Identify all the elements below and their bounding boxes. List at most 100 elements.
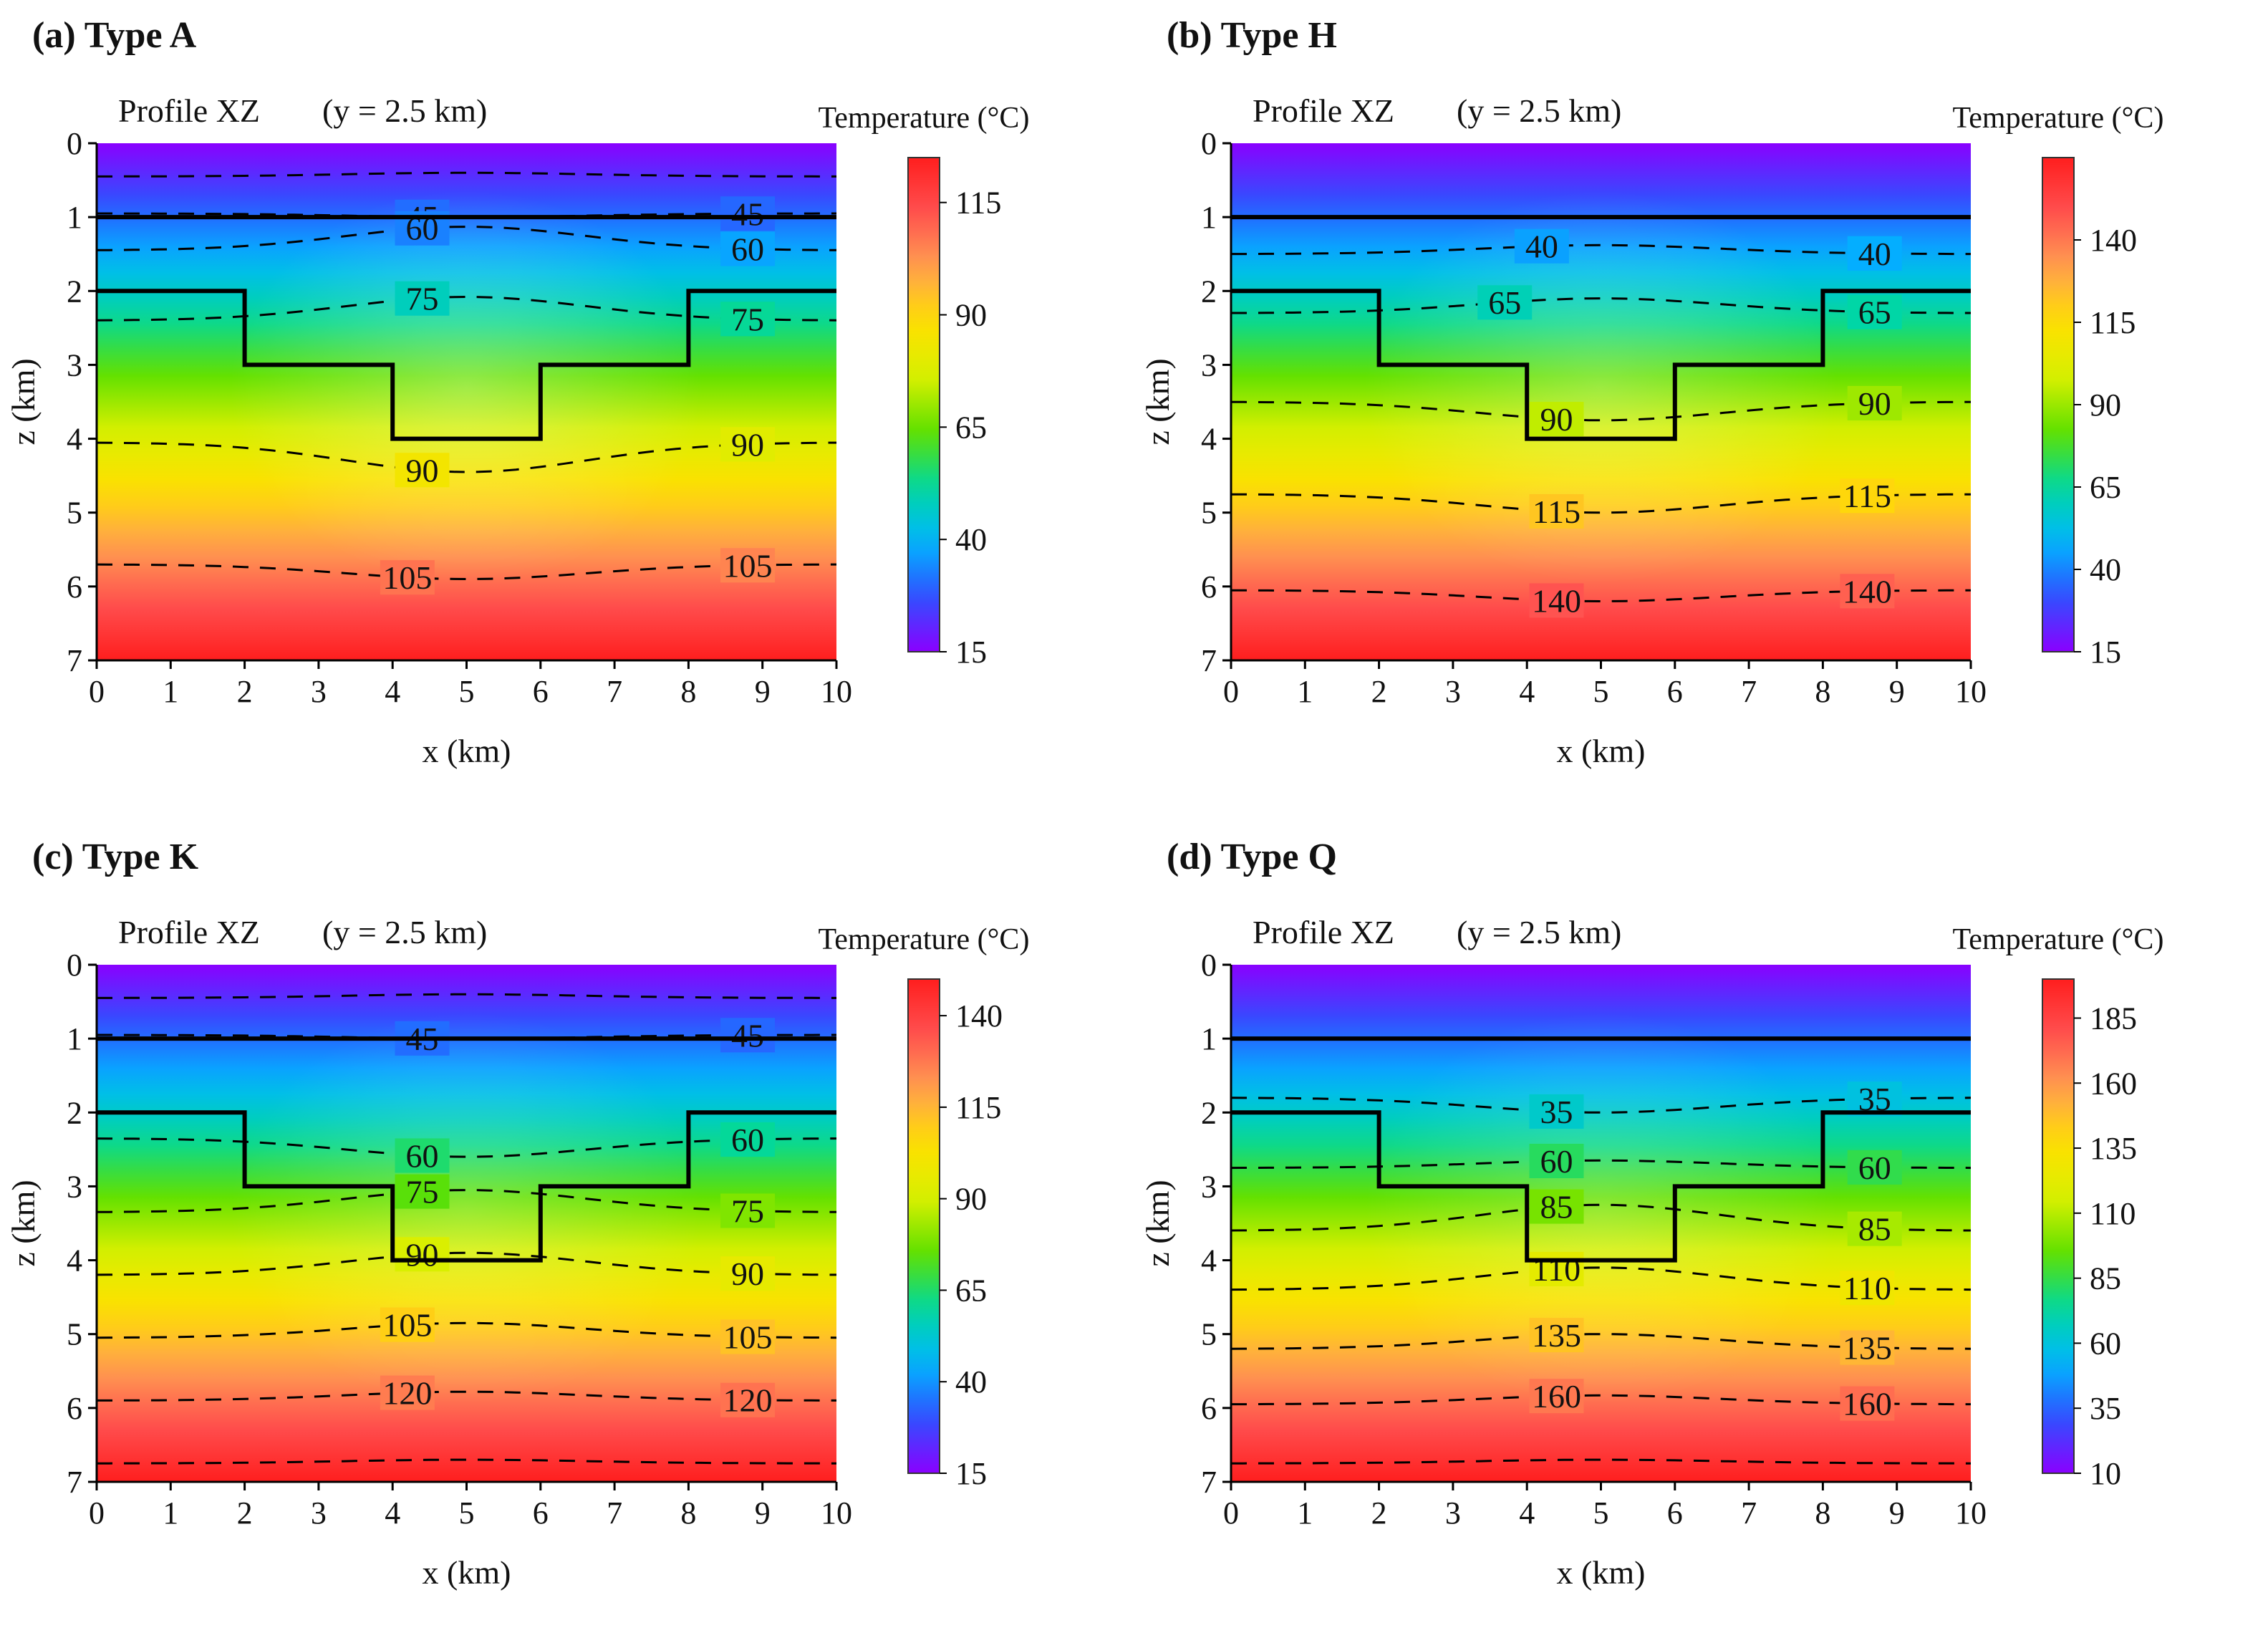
colorbar-tick-label: 140 bbox=[955, 998, 1003, 1034]
x-axis-label: x (km) bbox=[423, 1554, 511, 1591]
x-tick-label: 0 bbox=[89, 1495, 105, 1531]
panel-type-q: (d) Type Q Profile XZ (y = 2.5 km) 35 35 60 60… bbox=[1134, 822, 2268, 1643]
contour-label-160: 160 bbox=[1843, 1386, 1892, 1422]
isotherm-120 bbox=[97, 1390, 836, 1402]
x-tick-label: 7 bbox=[607, 1495, 622, 1531]
thermal-anomaly bbox=[1364, 191, 1838, 584]
isotherm-unlabeled-7 bbox=[97, 1458, 836, 1465]
contour-label-65: 65 bbox=[1858, 294, 1891, 331]
colorbar-tick-label: 185 bbox=[2090, 1001, 2137, 1036]
isotherm-140 bbox=[1231, 589, 1971, 603]
colorbar-tick-label: 40 bbox=[2090, 552, 2121, 587]
contour-label-bg bbox=[720, 1382, 776, 1417]
contour-label-bg bbox=[1840, 1386, 1895, 1421]
colorbar-tick-label: 85 bbox=[2090, 1261, 2121, 1296]
profile-label: Profile XZ bbox=[118, 92, 260, 129]
contour-label-135: 135 bbox=[1532, 1317, 1581, 1354]
x-tick-label: 10 bbox=[1955, 1495, 1987, 1531]
x-axis-label: x (km) bbox=[1557, 733, 1646, 769]
x-tick-label: 1 bbox=[163, 674, 178, 709]
contour-label-40: 40 bbox=[1858, 236, 1891, 272]
x-tick-label: 3 bbox=[1445, 1495, 1461, 1531]
contour-label-85: 85 bbox=[1858, 1211, 1891, 1248]
basin-boundary-line bbox=[1231, 1110, 1971, 1263]
y-tick-label: 0 bbox=[1201, 126, 1217, 161]
x-tick-label: 9 bbox=[1889, 674, 1905, 709]
contour-label-115: 115 bbox=[1843, 478, 1891, 514]
isotherm-85 bbox=[1231, 1203, 1971, 1232]
y-tick-label: 2 bbox=[67, 1095, 82, 1130]
profile-coordinate: (y = 2.5 km) bbox=[322, 914, 487, 950]
x-tick-label: 4 bbox=[385, 1495, 400, 1531]
contour-label-105: 105 bbox=[382, 559, 432, 596]
x-tick-label: 3 bbox=[311, 674, 327, 709]
x-tick-label: 8 bbox=[680, 674, 696, 709]
colorbar-tick-label: 115 bbox=[955, 186, 1001, 221]
y-tick-label: 3 bbox=[1201, 347, 1217, 382]
colorbar bbox=[2042, 978, 2075, 1474]
colorbar-tick-label: 160 bbox=[2090, 1066, 2137, 1101]
panel-type-k: (c) Type K Profile XZ (y = 2.5 km) 45 45 60 60… bbox=[0, 822, 1134, 1643]
colorbar bbox=[907, 157, 940, 652]
contour-label-bg bbox=[720, 1122, 776, 1157]
isotherm-90 bbox=[1231, 400, 1971, 422]
contour-label-bg bbox=[1529, 1251, 1584, 1286]
contour-label-75: 75 bbox=[731, 1193, 764, 1230]
y-tick-label: 6 bbox=[67, 1391, 82, 1426]
colorbar-title: Temperature (°C) bbox=[819, 102, 1030, 135]
y-tick-label: 0 bbox=[1201, 948, 1217, 983]
contour-label-bg bbox=[1477, 285, 1533, 320]
contour-label-75: 75 bbox=[406, 281, 439, 317]
y-tick-label: 4 bbox=[67, 1243, 82, 1278]
contour-label-60: 60 bbox=[406, 1137, 439, 1174]
contour-label-60: 60 bbox=[1540, 1143, 1573, 1180]
y-tick-label: 1 bbox=[67, 1021, 82, 1056]
y-tick-label: 1 bbox=[67, 200, 82, 235]
contour-label-bg bbox=[1529, 1379, 1584, 1414]
contour-label-160: 160 bbox=[1532, 1378, 1581, 1415]
contour-label-bg bbox=[380, 1307, 435, 1342]
contour-label-bg bbox=[1529, 1144, 1584, 1179]
isotherm-105 bbox=[97, 563, 836, 581]
thermal-anomaly bbox=[229, 1012, 704, 1405]
x-tick-label: 7 bbox=[607, 674, 622, 709]
x-tick-label: 0 bbox=[89, 674, 105, 709]
y-tick-label: 6 bbox=[1201, 569, 1217, 604]
contour-label-90: 90 bbox=[1858, 385, 1891, 422]
colorbar-tick-label: 115 bbox=[955, 1090, 1001, 1125]
contour-label-bg bbox=[395, 1138, 450, 1173]
y-tick-label: 4 bbox=[1201, 1243, 1217, 1278]
profile-coordinate: (y = 2.5 km) bbox=[1457, 92, 1621, 129]
isotherm-60 bbox=[1231, 1159, 1971, 1170]
contour-label-90: 90 bbox=[731, 426, 764, 463]
contour-label-bg bbox=[380, 560, 435, 595]
panel-label: (c) Type K bbox=[32, 837, 199, 877]
colorbar-tick-label: 135 bbox=[2090, 1131, 2137, 1166]
contour-label-bg bbox=[1529, 583, 1584, 618]
contour-label-85: 85 bbox=[1540, 1189, 1573, 1225]
x-tick-label: 10 bbox=[821, 674, 852, 709]
isotherm-75 bbox=[97, 1189, 836, 1213]
y-tick-label: 7 bbox=[1201, 643, 1217, 678]
contour-label-bg bbox=[720, 302, 776, 337]
contour-label-90: 90 bbox=[406, 452, 439, 488]
y-tick-label: 4 bbox=[1201, 422, 1217, 457]
thermal-anomaly bbox=[229, 191, 704, 584]
y-tick-label: 5 bbox=[1201, 496, 1217, 531]
x-tick-label: 6 bbox=[1667, 674, 1683, 709]
x-axis-label: x (km) bbox=[423, 733, 511, 769]
contour-label-bg bbox=[1840, 478, 1895, 514]
contour-label-bg bbox=[720, 427, 776, 462]
contour-label-bg bbox=[1847, 236, 1902, 271]
contour-label-110: 110 bbox=[1843, 1270, 1891, 1306]
contour-label-bg bbox=[395, 1174, 450, 1209]
contour-label-90: 90 bbox=[731, 1256, 764, 1292]
contour-label-60: 60 bbox=[731, 231, 764, 267]
x-tick-label: 6 bbox=[1667, 1495, 1683, 1531]
contour-label-bg bbox=[1847, 385, 1902, 420]
isotherm-unlabeled-0 bbox=[97, 171, 836, 178]
x-tick-label: 7 bbox=[1741, 674, 1757, 709]
y-tick-label: 2 bbox=[1201, 1095, 1217, 1130]
contour-label-bg bbox=[1847, 1081, 1902, 1117]
